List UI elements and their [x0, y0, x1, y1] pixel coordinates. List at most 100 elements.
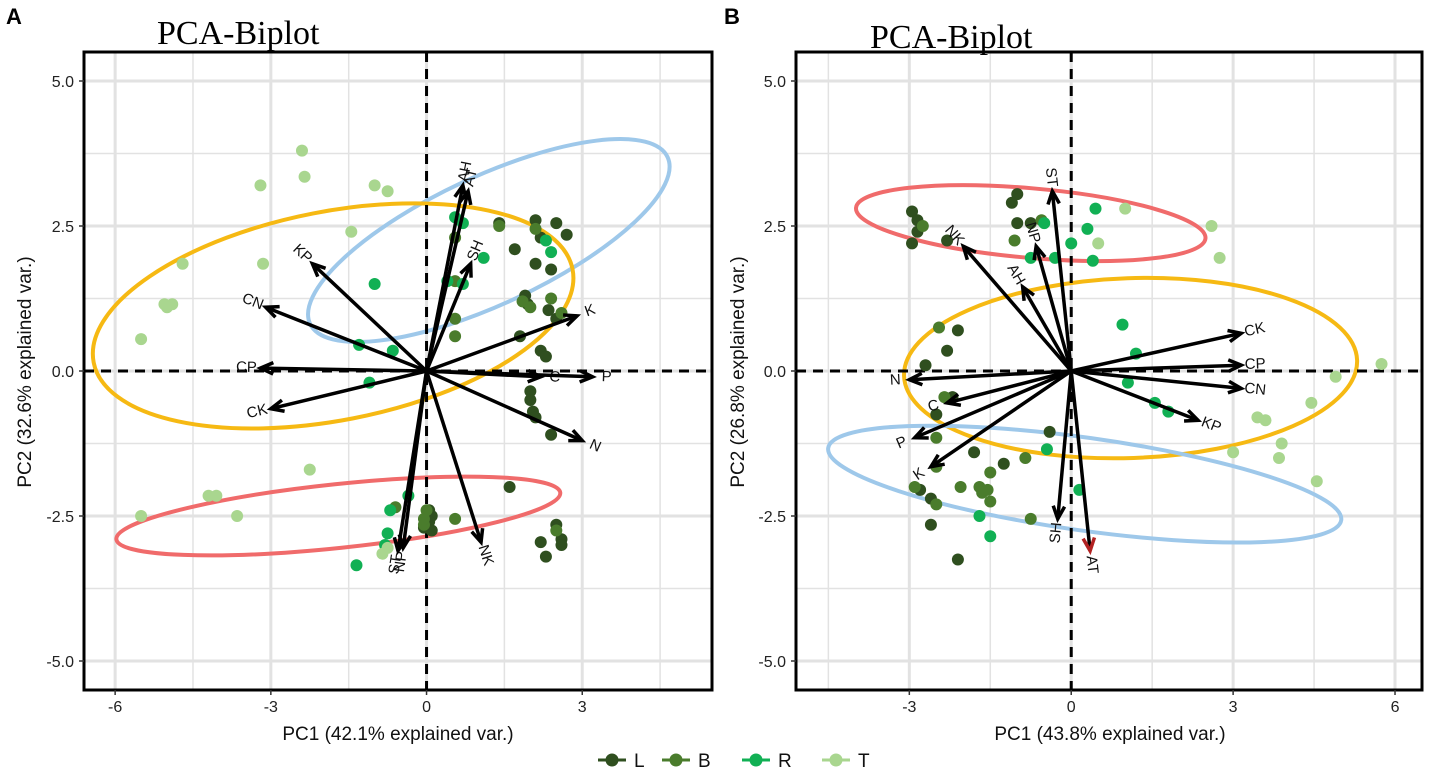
panel-a-loading-arrowhead-c [527, 368, 546, 384]
panel-b-point-R [1116, 318, 1129, 331]
panel-a-loading-arrowhead-n [568, 429, 587, 443]
panel-a-point-R [384, 504, 397, 517]
panel-b-loading-arrow-ah [1021, 286, 1073, 372]
panel-a-point-B [493, 220, 506, 232]
panel-a-loading-arrowhead-cn [261, 304, 280, 319]
panel-b-point-T [1119, 202, 1132, 215]
panel-a-loading-arrow-st [396, 370, 429, 552]
panel-b-point-R [1081, 222, 1094, 235]
panel-a-loading-label-ah: AH [455, 160, 476, 184]
panel-b-loading-label-ck: CK [1243, 319, 1267, 340]
panel-b-point-L [968, 446, 981, 459]
panel-a-loading-label-n: N [587, 436, 604, 456]
panel-a-point-R [386, 344, 399, 357]
panel-b-title: PCA-Biplot [870, 19, 1033, 56]
panel-b-point-L [924, 518, 937, 531]
panel-a-loading-arrowhead-p [578, 369, 597, 384]
panel-a-y-tick-label: 2.5 [52, 219, 74, 236]
panel-b-point-L [930, 408, 943, 421]
panel-a-point-L [508, 243, 521, 256]
panel-b-loading-arrow-np [1034, 245, 1073, 372]
panel-a-point-L [545, 428, 558, 441]
panel-b-point-L [1011, 217, 1024, 230]
panel-a-point-T [376, 547, 389, 560]
panel-a-point-T [368, 179, 381, 192]
panel-a-point-T [381, 185, 394, 198]
panel-b-point-L [951, 553, 964, 566]
legend-marker-L [605, 753, 619, 767]
panel-a-loading-label-np: NP [391, 550, 411, 573]
panel-b-loading-arrowhead-at [1081, 536, 1097, 556]
panel-b-point-B [1019, 452, 1032, 464]
panel-b-point-R [1038, 217, 1051, 230]
panel-a-loading-label-k: K [582, 301, 597, 320]
panel-b-point-R [1065, 237, 1078, 250]
legend-marker-B [669, 753, 683, 767]
panel-a-ticks: -6 -3 0 3 5.0 2.5 0.0 -2.5 -5.0 [46, 74, 586, 716]
panel-a-loading-arrowhead-sh [459, 259, 473, 278]
panel-a-point-T [231, 510, 244, 522]
panel-b-loading-arrowhead-st [1046, 186, 1061, 206]
panel-b-point-R [1086, 254, 1099, 267]
panel-b-loading-arrow-k [929, 369, 1073, 469]
panel-a-point-B [449, 512, 462, 525]
panel-a-point-L [555, 539, 568, 551]
panel-a-point-L [560, 228, 573, 241]
panel-a-loading-arrowhead-cp [256, 361, 275, 376]
panel-b-loading-arrowhead-cp [1227, 358, 1246, 373]
panel-b-y-tick-label: 0.0 [764, 364, 786, 381]
panel-b-point-L [941, 344, 954, 357]
panel-a-loading-arrow-at [424, 190, 470, 372]
panel-b-y-tick-label: -5.0 [758, 654, 786, 671]
panel-b-loading-arrow-kp [1070, 369, 1199, 422]
panel-b-loading-arrow-cn [1071, 369, 1242, 391]
panel-b-loading-label-p: P [894, 433, 910, 453]
panel-a-x-tick-label: -6 [108, 699, 122, 716]
panel-a-loading-label-nk: NK [475, 543, 498, 568]
panel-b-point-L [951, 324, 964, 337]
panel-b-point-L [1043, 425, 1056, 438]
panel-a-point-T [135, 333, 148, 346]
panel-b-point-L [919, 359, 932, 372]
panel-a-point-R [545, 246, 558, 259]
panel-a-loading-arrow-k [425, 314, 578, 373]
panel-a-title: PCA-Biplot [157, 15, 320, 52]
panel-b-point-B [1024, 512, 1037, 525]
panel-a-point-B [417, 512, 430, 525]
panel-a-point-L [534, 536, 547, 549]
panel-a-point-B [550, 524, 563, 537]
panel-b-y-tick-label: 2.5 [764, 219, 786, 236]
panel-a-point-T [161, 301, 174, 314]
panel-b-ellipse-yellow [902, 275, 1360, 461]
panel-a-point-B [555, 307, 568, 319]
panel-a-point-T [345, 225, 358, 238]
panel-b-x-axis-title: PC1 (43.8% explained var.) [994, 724, 1225, 745]
panel-a-point-R [350, 559, 363, 572]
legend-marker-R [749, 753, 763, 767]
panel-a-point-T [303, 463, 316, 476]
panel-b-loading-arrow-p [914, 369, 1072, 440]
panel-b-loading-arrowhead-np [1032, 242, 1047, 261]
panel-a-point-T [254, 179, 267, 192]
panel-a-y-axis-title: PC2 (32.6% explained var.) [15, 256, 36, 487]
legend-label-T: T [858, 751, 870, 772]
panel-a-x-tick-label: -3 [264, 699, 278, 716]
panel-a-loading-arrow-nk [424, 370, 483, 543]
panel-b-x-tick-label: 0 [1067, 699, 1076, 716]
panel-a: A PCA-Biplot AHATSHKPCNCPCKKCPNNPSTNK -6… [6, 4, 714, 745]
panel-b-point-L [941, 234, 954, 247]
panel-b-loading-label-kp: KP [1199, 413, 1224, 436]
panel-b-letter: B [724, 4, 740, 29]
legend-label-B: B [698, 751, 711, 772]
panel-b-point-T [1213, 251, 1226, 264]
panel-b-point-B [954, 481, 967, 493]
panel-b-ellipses [826, 183, 1360, 545]
panel-a-point-R [368, 278, 381, 290]
panel-a-point-L [529, 214, 542, 227]
panel-b-loading-arrowhead-cn [1227, 379, 1246, 395]
panel-b-point-T [1092, 237, 1105, 250]
panel-b-point-R [973, 510, 986, 522]
panel-a-loading-arrowhead-kp [309, 260, 327, 278]
panel-b-point-L [1011, 188, 1024, 201]
